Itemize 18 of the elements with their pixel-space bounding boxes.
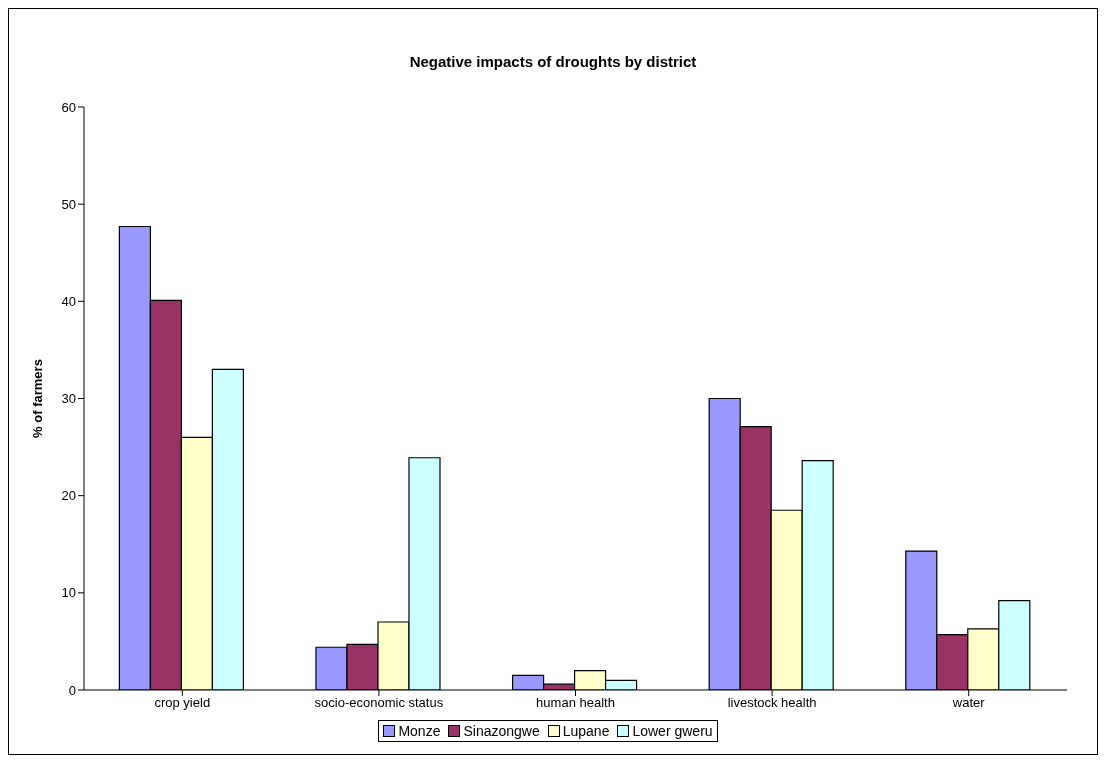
chart-title: Negative impacts of droughts by district bbox=[408, 53, 698, 70]
x-tick-label: human health bbox=[536, 695, 615, 711]
y-tick-label: 60 bbox=[61, 99, 76, 115]
y-tick-label: 10 bbox=[61, 585, 76, 601]
x-tick-label: crop yield bbox=[154, 695, 211, 711]
y-tick-label: 50 bbox=[61, 196, 76, 212]
x-tick-label: socio-economic status bbox=[314, 695, 444, 711]
legend-label: Sinazongwe bbox=[463, 723, 540, 739]
y-tick-label: 20 bbox=[61, 488, 76, 504]
y-tick-label: 40 bbox=[61, 293, 76, 309]
x-tick-label: livestock health bbox=[727, 695, 817, 711]
y-axis-title: % of farmers bbox=[29, 359, 45, 438]
x-tick-label: water bbox=[951, 695, 986, 711]
y-tick-label: 0 bbox=[68, 682, 76, 698]
y-tick-label: 30 bbox=[61, 391, 76, 407]
legend-label: Monze bbox=[398, 723, 441, 739]
legend-label: Lower gweru bbox=[632, 723, 713, 739]
legend-label: Lupane bbox=[562, 723, 610, 739]
